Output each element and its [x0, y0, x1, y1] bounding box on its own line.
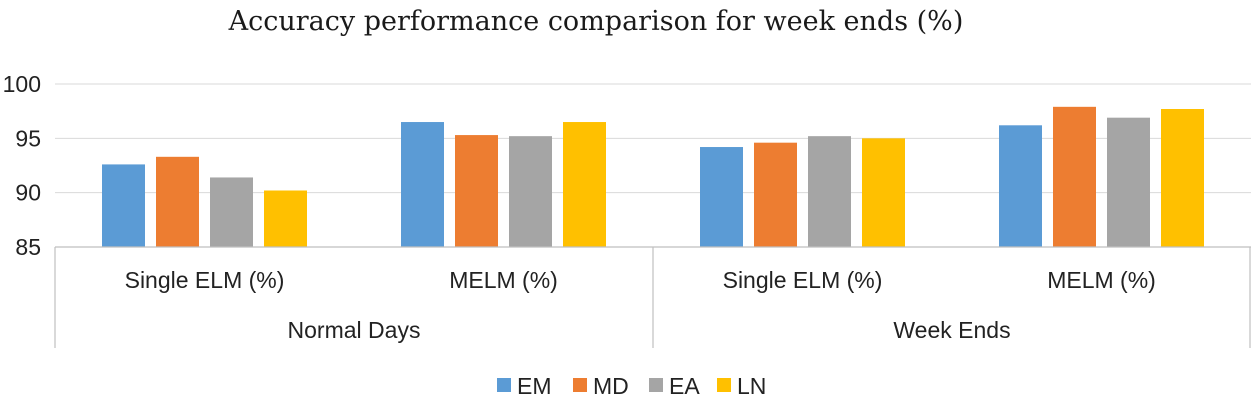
legend-swatch-md: [573, 378, 587, 392]
bar-md-0: [156, 156, 199, 247]
legend-label-em: EM: [517, 373, 552, 399]
x-group-label: Normal Days: [288, 317, 421, 343]
bar-em-1: [401, 122, 444, 247]
bar-ln-1: [563, 122, 606, 247]
y-tick-label: 85: [15, 234, 41, 260]
y-tick-label: 90: [15, 180, 41, 206]
bars: [102, 106, 1204, 247]
bar-ea-1: [509, 136, 552, 247]
x-axis: [54, 246, 1251, 348]
x-category-label: Single ELM (%): [125, 267, 285, 293]
y-tick-label: 100: [3, 71, 41, 97]
x-category-label: MELM (%): [1047, 267, 1156, 293]
x-category-label: Single ELM (%): [723, 267, 883, 293]
bar-ea-3: [1107, 117, 1150, 247]
bar-ln-0: [264, 190, 307, 247]
legend-label-ea: EA: [669, 373, 700, 399]
legend-swatch-ln: [717, 378, 731, 392]
y-tick-label: 95: [15, 125, 41, 151]
legend-swatch-ea: [649, 378, 663, 392]
bar-em-3: [999, 125, 1042, 247]
legend-label-md: MD: [593, 373, 629, 399]
x-axis-category-labels: Single ELM (%) MELM (%) Single ELM (%) MELM…: [125, 267, 1156, 293]
bar-ln-3: [1161, 108, 1204, 247]
bar-ea-0: [210, 177, 253, 247]
bar-ln-2: [862, 138, 905, 247]
x-group-label: Week Ends: [893, 317, 1010, 343]
legend-swatch-em: [497, 378, 511, 392]
bar-md-2: [754, 142, 797, 247]
bar-em-2: [700, 147, 743, 247]
legend: EM MD EA LN: [497, 373, 766, 399]
bar-em-0: [102, 164, 145, 247]
bar-ea-2: [808, 136, 851, 247]
x-category-label: MELM (%): [449, 267, 558, 293]
y-axis-ticks: 85 90 95 100: [3, 71, 41, 260]
bar-md-3: [1053, 106, 1096, 247]
legend-label-ln: LN: [737, 373, 766, 399]
gridlines: [55, 83, 1251, 194]
x-axis-group-labels: Normal Days Week Ends: [288, 317, 1011, 343]
chart-title: Accuracy performance comparison for week…: [228, 6, 964, 37]
bar-md-1: [455, 135, 498, 247]
